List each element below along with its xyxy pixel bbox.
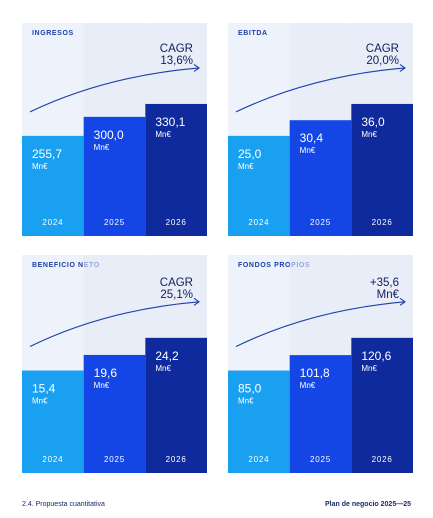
growth-arrow xyxy=(29,67,200,113)
growth-arrow xyxy=(29,301,200,348)
growth-arrow-head xyxy=(399,63,406,72)
bar-unit-label: Mn€ xyxy=(155,130,171,139)
bar-unit-label: Mn€ xyxy=(238,162,254,171)
panel-title: INGRESOS xyxy=(32,30,74,37)
annotation-line-2: Mn€ xyxy=(377,289,400,301)
bar-unit-label: Mn€ xyxy=(300,146,316,155)
annotation-line-1: CAGR xyxy=(160,277,193,289)
footer-section: 2.4. Propuesta cuantitativa xyxy=(22,501,105,508)
bar-value-label: 25,0 xyxy=(238,147,262,161)
bar-2025 xyxy=(289,355,352,473)
annotation-line-2: 25,1% xyxy=(160,289,193,301)
category-label: 2026 xyxy=(166,455,187,464)
annotation-line-2: 20,0% xyxy=(366,55,399,67)
bar-value-label: 85,0 xyxy=(238,382,262,396)
bar-unit-label: Mn€ xyxy=(32,162,48,171)
annotation-line-1: +35,6 xyxy=(370,277,399,289)
category-label: 2025 xyxy=(104,218,125,227)
bar-unit-label: Mn€ xyxy=(300,381,316,390)
category-label: 2025 xyxy=(310,218,331,227)
bar-2026 xyxy=(145,103,207,236)
panel-title: EBITDA xyxy=(238,30,268,37)
growth-arrow xyxy=(235,67,406,113)
footer-document-title: Plan de negocio 2025—25 xyxy=(325,501,411,508)
bar-unit-label: Mn€ xyxy=(238,397,254,406)
bar-chart: 25,0Mn€202430,4Mn€202536,0Mn€2026CAGR20,… xyxy=(228,23,413,236)
category-label: 2025 xyxy=(310,455,331,464)
bar-2024 xyxy=(22,135,84,236)
bar-value-label: 24,2 xyxy=(155,349,179,363)
bar-value-label: 36,0 xyxy=(361,115,385,129)
panel-beneficio-neto: BENEFICIO NETO 15,4 Mn€ 2024 19,6 Mn€ 2025 24,… xyxy=(22,255,207,473)
growth-arrow xyxy=(235,301,406,348)
bar-unit-label: Mn€ xyxy=(361,130,377,139)
category-label: 2024 xyxy=(42,218,63,227)
bar-unit-label: Mn€ xyxy=(361,364,377,373)
bar-value-label: 19,6 xyxy=(94,366,118,380)
bar-value-label: 255,7 xyxy=(32,147,62,161)
panel-ebitda: EBITDA 25,0 Mn€ 2024 30,4 Mn€ 2025 36,0 Mn€ 2026… xyxy=(228,23,413,236)
bar-2026 xyxy=(145,337,207,473)
bar-value-label: 15,4 xyxy=(32,382,56,396)
bar-2024 xyxy=(22,370,84,473)
category-label: 2026 xyxy=(372,455,393,464)
bar-value-label: 120,6 xyxy=(361,349,391,363)
panel-ingresos: INGRESOS 255,7 Mn€ 2024 300,0 Mn€ 2025 330,1 Mn… xyxy=(22,23,207,236)
bar-value-label: 101,8 xyxy=(300,366,330,380)
annotation-line-1: CAGR xyxy=(366,43,399,55)
bar-unit-label: Mn€ xyxy=(32,397,48,406)
bar-unit-label: Mn€ xyxy=(94,143,110,152)
growth-arrow-head xyxy=(193,63,200,72)
bar-2025 xyxy=(83,116,146,236)
growth-arrow-head xyxy=(193,297,200,306)
annotation-line-1: CAGR xyxy=(160,43,193,55)
bar-unit-label: Mn€ xyxy=(155,364,171,373)
panel-title: BENEFICIO NETO xyxy=(32,262,100,269)
bar-2025 xyxy=(83,354,146,473)
panel-fondos-propios: FONDOS PROPIOS 85,0 Mn€ 2024 101,8 Mn€ 2025 12… xyxy=(228,255,413,473)
category-label: 2024 xyxy=(248,455,269,464)
bar-unit-label: Mn€ xyxy=(94,381,110,390)
category-label: 2026 xyxy=(372,218,393,227)
bar-chart: 255,7Mn€2024300,0Mn€2025330,1Mn€2026CAGR… xyxy=(22,23,207,236)
category-label: 2026 xyxy=(166,218,187,227)
bar-chart: 85,0Mn€2024101,8Mn€2025120,6Mn€2026+35,6… xyxy=(228,255,413,473)
bar-2024 xyxy=(228,370,290,473)
bar-chart: 15,4Mn€202419,6Mn€202524,2Mn€2026CAGR25,… xyxy=(22,255,207,473)
growth-arrow-head xyxy=(399,297,406,306)
bar-value-label: 30,4 xyxy=(300,131,324,145)
bar-2026 xyxy=(351,103,413,236)
category-label: 2024 xyxy=(42,455,63,464)
bar-value-label: 330,1 xyxy=(155,115,185,129)
annotation-line-2: 13,6% xyxy=(160,55,193,67)
bar-2025 xyxy=(289,120,352,236)
bar-value-label: 300,0 xyxy=(94,128,124,142)
bar-2026 xyxy=(351,337,413,473)
bar-2024 xyxy=(228,135,290,236)
category-label: 2025 xyxy=(104,455,125,464)
panel-title: FONDOS PROPIOS xyxy=(238,262,311,269)
category-label: 2024 xyxy=(248,218,269,227)
